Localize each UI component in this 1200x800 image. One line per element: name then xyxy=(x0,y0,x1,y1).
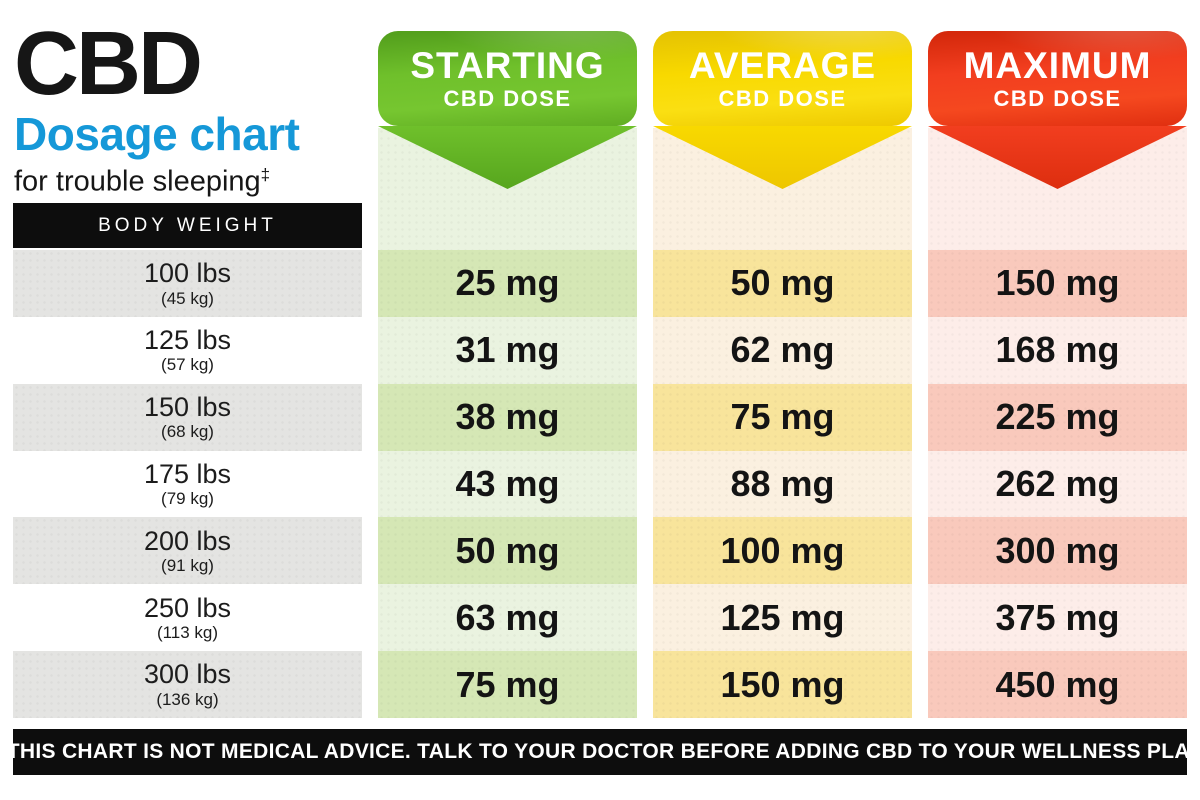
starting-column: 25 mg 31 mg 38 mg 43 mg 50 mg 63 mg 75 m… xyxy=(378,250,637,719)
page-subtitle: Dosage chart xyxy=(14,108,300,161)
average-header-arrow-icon xyxy=(653,126,912,189)
average-dose-cell: 88 mg xyxy=(730,463,835,504)
column-header-average: AVERAGE CBD DOSE xyxy=(653,31,912,189)
average-dose-cell: 50 mg xyxy=(653,250,912,317)
weight-kg: (68 kg) xyxy=(161,422,214,442)
maximum-header-label: MAXIMUM xyxy=(963,45,1152,86)
body-weight-row: 250 lbs (113 kg) xyxy=(13,584,362,651)
disclaimer-text: THIS CHART IS NOT MEDICAL ADVICE. TALK T… xyxy=(6,740,1200,763)
maximum-dose-cell: 450 mg xyxy=(928,651,1187,719)
maximum-header-sublabel: CBD DOSE xyxy=(993,85,1122,111)
weight-lbs: 300 lbs xyxy=(143,659,232,690)
average-header-label: AVERAGE xyxy=(688,45,877,86)
weight-lbs: 175 lbs xyxy=(143,458,232,489)
maximum-dose-cell: 262 mg xyxy=(995,463,1120,504)
body-weight-header: BODY WEIGHT xyxy=(13,203,362,248)
weight-kg: (79 kg) xyxy=(161,489,214,509)
tagline-text: for trouble sleeping xyxy=(14,165,261,198)
body-weight-row: 175 lbs (79 kg) xyxy=(13,451,362,518)
starting-header-banner: STARTING CBD DOSE xyxy=(378,31,637,126)
average-dose-cell: 100 mg xyxy=(653,517,912,585)
weight-lbs: 100 lbs xyxy=(143,258,232,289)
average-column: 50 mg 62 mg 75 mg 88 mg 100 mg 125 mg 15… xyxy=(653,250,912,719)
disclaimer-bar: ‡ THIS CHART IS NOT MEDICAL ADVICE. TALK… xyxy=(0,729,1200,775)
weight-lbs: 200 lbs xyxy=(143,525,232,556)
body-weight-row: 300 lbs (136 kg) xyxy=(13,651,362,719)
weight-lbs: 125 lbs xyxy=(143,325,232,356)
column-header-starting: STARTING CBD DOSE xyxy=(378,31,637,189)
brand-title: CBD xyxy=(14,14,203,114)
starting-dose-cell: 38 mg xyxy=(378,383,637,451)
starting-dose-cell: 43 mg xyxy=(455,463,560,504)
starting-header-arrow-icon xyxy=(378,126,637,189)
footnote-marker: ‡ xyxy=(260,165,271,185)
average-header-sublabel: CBD DOSE xyxy=(718,85,847,111)
maximum-header-banner: MAXIMUM CBD DOSE xyxy=(928,31,1187,126)
starting-dose-cell: 50 mg xyxy=(378,517,637,585)
average-dose-cell: 75 mg xyxy=(653,383,912,451)
weight-kg: (113 kg) xyxy=(156,622,219,642)
starting-dose-cell: 31 mg xyxy=(455,329,560,371)
title-block: CBD Dosage chart for trouble sleeping‡ xyxy=(14,14,364,199)
weight-kg: (136 kg) xyxy=(156,689,219,709)
body-weight-row: 200 lbs (91 kg) xyxy=(13,517,362,585)
body-weight-row: 125 lbs (57 kg) xyxy=(13,317,362,384)
weight-kg: (57 kg) xyxy=(161,355,214,375)
maximum-column: 150 mg 168 mg 225 mg 262 mg 300 mg 375 m… xyxy=(928,250,1187,719)
maximum-dose-cell: 375 mg xyxy=(995,596,1120,638)
weight-kg: (91 kg) xyxy=(161,555,214,575)
average-dose-cell: 62 mg xyxy=(730,329,835,371)
starting-header-label: STARTING xyxy=(410,45,605,86)
average-dose-cell: 150 mg xyxy=(653,651,912,719)
starting-dose-cell: 63 mg xyxy=(455,596,560,638)
average-header-banner: AVERAGE CBD DOSE xyxy=(653,31,912,126)
tagline: for trouble sleeping‡ xyxy=(14,165,364,199)
column-header-maximum: MAXIMUM CBD DOSE xyxy=(928,31,1187,189)
maximum-header-arrow-icon xyxy=(928,126,1187,189)
maximum-dose-cell: 300 mg xyxy=(928,517,1187,585)
starting-dose-cell: 75 mg xyxy=(378,651,637,719)
disclaimer-footnote-marker: ‡ xyxy=(0,740,3,756)
body-weight-row: 150 lbs (68 kg) xyxy=(13,383,362,451)
maximum-dose-cell: 225 mg xyxy=(928,383,1187,451)
starting-header-sublabel: CBD DOSE xyxy=(443,85,572,111)
maximum-dose-cell: 168 mg xyxy=(995,329,1120,371)
body-weight-row: 100 lbs (45 kg) xyxy=(13,250,362,317)
body-weight-column: 100 lbs (45 kg) 125 lbs (57 kg) 150 lbs … xyxy=(13,250,362,719)
weight-kg: (45 kg) xyxy=(161,288,214,308)
weight-lbs: 250 lbs xyxy=(143,592,232,623)
average-dose-cell: 125 mg xyxy=(720,596,845,638)
maximum-dose-cell: 150 mg xyxy=(928,250,1187,317)
weight-lbs: 150 lbs xyxy=(143,392,232,423)
starting-dose-cell: 25 mg xyxy=(378,250,637,317)
